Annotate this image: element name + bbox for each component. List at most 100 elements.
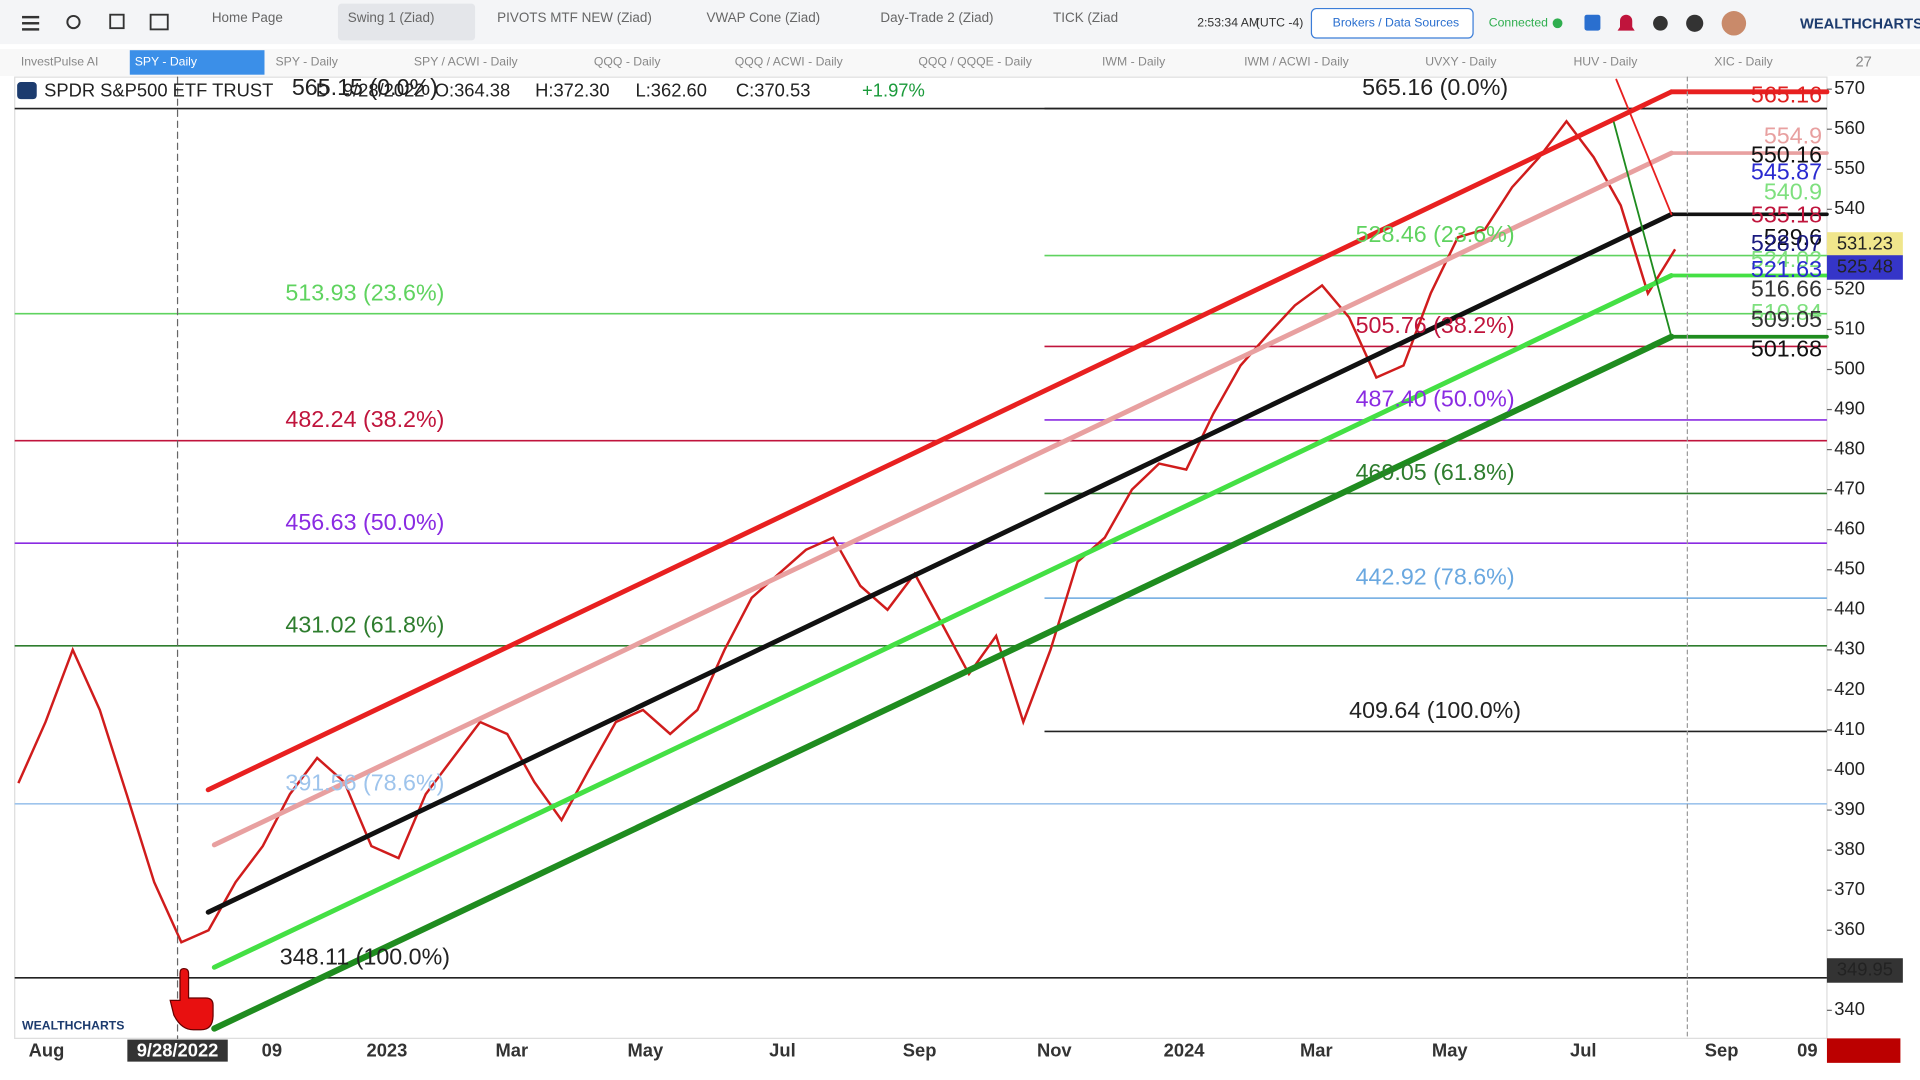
chart-tab[interactable]: SPY / ACWI - Daily	[414, 55, 519, 69]
y-tick-label: 370	[1834, 878, 1865, 899]
y-tick-label: 460	[1834, 518, 1865, 539]
search-icon[interactable]	[66, 14, 81, 30]
chart-count[interactable]: 27	[1856, 54, 1872, 70]
chart-tab[interactable]: QQQ - Daily	[594, 55, 661, 69]
y-tick-label: 540	[1834, 197, 1865, 218]
y-tick-label: 420	[1834, 678, 1865, 699]
y-tick-label: 440	[1834, 598, 1865, 619]
price-badge	[1826, 958, 1903, 983]
plot-area	[14, 76, 1828, 1039]
chart-tab-bar	[0, 48, 1920, 76]
active-tab[interactable]	[337, 3, 476, 41]
tab[interactable]: Home Page	[212, 10, 283, 25]
chart-tab[interactable]: HUV - Daily	[1573, 55, 1638, 69]
tab[interactable]: PIVOTS MTF NEW (Ziad)	[497, 10, 652, 25]
y-tick-label: 390	[1834, 798, 1865, 819]
y-tick-label: 400	[1834, 758, 1865, 779]
price-label: 540.9	[1764, 179, 1822, 205]
brokers-button[interactable]	[1310, 7, 1474, 39]
price-label: 565.16	[1751, 81, 1822, 107]
x-tick-label: May	[1432, 1040, 1469, 1061]
fib-label: 487.40 (50.0%)	[1356, 386, 1515, 412]
symbol-name: SPDR S&P500 ETF TRUST	[44, 80, 273, 101]
chart-tab[interactable]: QQQ / QQQE - Daily	[918, 55, 1032, 69]
price-label: 529.6	[1764, 224, 1822, 250]
fib-label: 409.64 (100.0%)	[1349, 697, 1521, 723]
brand: WEALTHCHARTS	[1800, 16, 1920, 32]
chart-tab[interactable]: XIC - Daily	[1714, 55, 1773, 69]
fib-label: 513.93 (23.6%)	[285, 279, 444, 305]
clock: 2:53:34 AM	[1197, 15, 1259, 29]
y-tick-label: 450	[1834, 558, 1865, 579]
help-icon[interactable]	[1686, 14, 1704, 32]
chart-tab[interactable]: InvestPulse AI	[21, 55, 99, 69]
tab[interactable]: VWAP Cone (Ziad)	[707, 10, 821, 25]
connection-status: Connected	[1489, 15, 1548, 29]
x-tick-label: Mar	[1300, 1040, 1333, 1061]
ai-icon[interactable]	[149, 13, 169, 31]
x-tick-label: Jul	[1570, 1040, 1597, 1061]
trend-line	[1615, 78, 1673, 216]
price-label: 545.87	[1751, 159, 1822, 185]
chart-tab[interactable]: SPY - Daily	[276, 55, 339, 69]
chart-tab[interactable]: UVXY - Daily	[1425, 55, 1497, 69]
tab[interactable]: Day-Trade 2 (Ziad)	[880, 10, 993, 25]
y-tick-label: 570	[1834, 77, 1865, 98]
watermark: WEALTHCHARTS	[22, 1018, 124, 1032]
channels	[176, 76, 1830, 1039]
price-badge	[1826, 232, 1903, 257]
x-tick-label: Jul	[769, 1040, 796, 1061]
chart-tab[interactable]: IWM / ACWI - Daily	[1244, 55, 1350, 69]
menu-icon[interactable]	[22, 15, 40, 31]
brokers-label[interactable]: Brokers / Data Sources	[1333, 15, 1459, 29]
tab[interactable]: TICK (Ziad	[1053, 10, 1118, 25]
fib-label: 565.15 (0.0%)	[292, 74, 438, 100]
save-icon[interactable]	[1584, 14, 1601, 31]
x-tick-label: 2023	[367, 1040, 408, 1061]
price-label: 528.07	[1751, 230, 1822, 256]
y-tick-label: 480	[1834, 437, 1865, 458]
interval: D	[316, 80, 329, 101]
y-tick-label: 500	[1834, 357, 1865, 378]
alerts-icon[interactable]	[1617, 14, 1635, 31]
chart-tab[interactable]: IWM - Daily	[1102, 55, 1166, 69]
settings-icon[interactable]	[1653, 15, 1668, 31]
price-label: 501.68	[1751, 336, 1822, 362]
y-tick-label: 470	[1834, 478, 1865, 499]
x-tick-label: Nov	[1037, 1040, 1072, 1061]
layout-icon[interactable]	[109, 13, 125, 30]
price-label: 510.84	[1751, 299, 1822, 325]
price-label: 521.63	[1751, 256, 1822, 282]
trend-line	[1612, 121, 1673, 338]
x-tick-label: Aug	[29, 1040, 65, 1061]
y-tick-label: 490	[1834, 397, 1865, 418]
y-tick-label: 510	[1834, 317, 1865, 338]
y-tick-label: 340	[1834, 998, 1865, 1019]
price-badge-label: 525.48	[1837, 255, 1893, 276]
price-label: 554.9	[1764, 123, 1822, 149]
cursor-hand	[169, 967, 214, 1031]
y-tick-label: 360	[1834, 918, 1865, 939]
x-tick-label: 2024	[1164, 1040, 1206, 1061]
fib-label: 348.11 (100.0%)	[280, 943, 450, 969]
timezone: (UTC -4)	[1256, 15, 1304, 29]
y-tick-label: 430	[1834, 638, 1865, 659]
high: H:372.30	[535, 80, 610, 101]
channel-line	[211, 273, 1674, 970]
y-tick-label: 550	[1834, 157, 1865, 178]
tab[interactable]: Swing 1 (Ziad)	[348, 10, 435, 25]
price-badge	[1826, 255, 1903, 280]
price-label: 516.66	[1751, 276, 1822, 302]
close: C:370.53	[736, 80, 811, 101]
x-tick-label: May	[627, 1040, 664, 1061]
fib-label: 482.24 (38.2%)	[285, 406, 444, 432]
channel-line	[205, 211, 1674, 915]
avatar[interactable]	[1721, 11, 1747, 36]
chart-tab[interactable]: SPY - Daily	[135, 55, 198, 69]
active-chart-tab[interactable]	[129, 50, 265, 75]
x-tick-label: Sep	[1705, 1040, 1739, 1061]
fib-label: 505.76 (38.2%)	[1356, 312, 1515, 338]
chart-tab[interactable]: QQQ / ACWI - Daily	[735, 55, 844, 69]
fib-label: 391.56 (78.6%)	[285, 769, 444, 795]
fib-label: 456.63 (50.0%)	[285, 509, 444, 535]
